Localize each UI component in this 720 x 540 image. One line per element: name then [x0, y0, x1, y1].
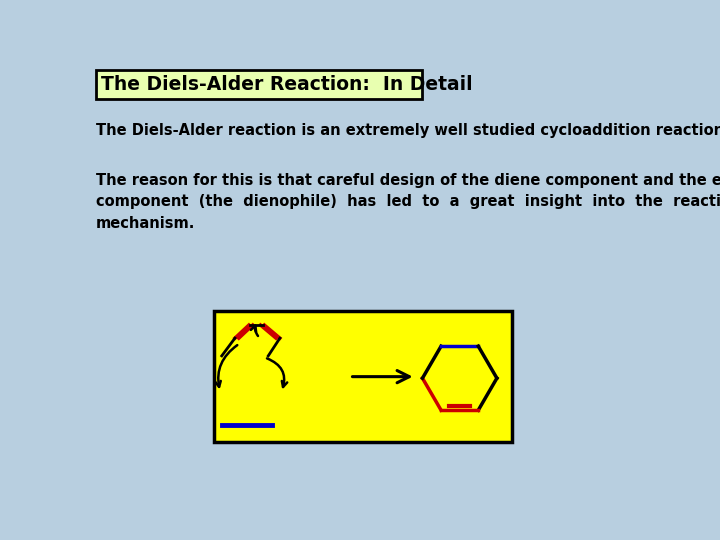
- Text: The reason for this is that careful design of the diene component and the ene: The reason for this is that careful desi…: [96, 173, 720, 187]
- Text: mechanism.: mechanism.: [96, 215, 196, 231]
- Text: component  (the  dienophile)  has  led  to  a  great  insight  into  the  reacti: component (the dienophile) has led to a …: [96, 194, 720, 209]
- Text: The Diels-Alder reaction is an extremely well studied cycloaddition reaction,: The Diels-Alder reaction is an extremely…: [96, 123, 720, 138]
- Text: The Diels-Alder Reaction:  In Detail: The Diels-Alder Reaction: In Detail: [101, 75, 472, 94]
- Bar: [214, 311, 513, 442]
- Bar: [96, 70, 422, 99]
